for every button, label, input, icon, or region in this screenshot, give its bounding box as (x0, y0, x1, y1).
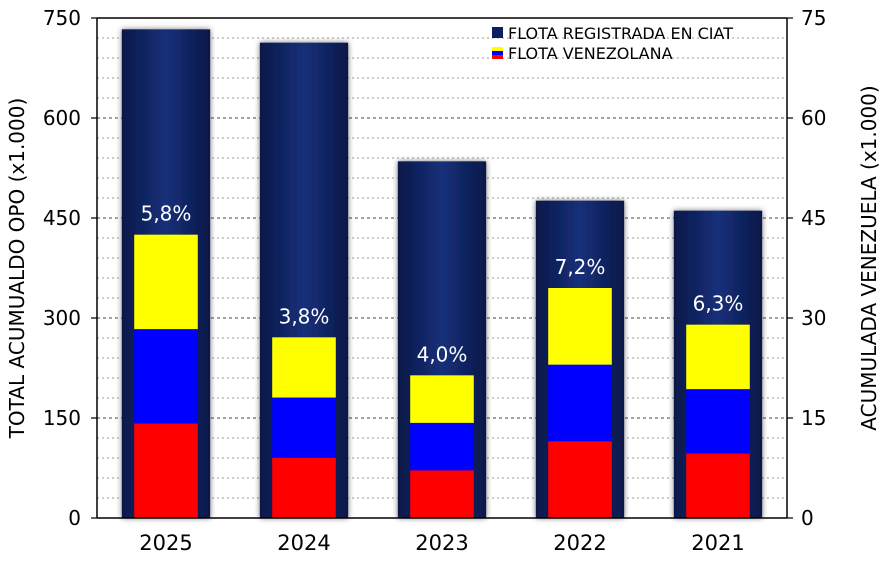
pct-label-2021: 6,3% (693, 292, 744, 316)
bar-venezuela-red-2025 (134, 423, 198, 518)
right-tick-label: 15 (801, 406, 826, 430)
bar-venezuela-yellow-2022 (548, 288, 612, 366)
right-tick-label: 0 (801, 506, 814, 530)
pct-label-2024: 3,8% (279, 304, 330, 328)
bar-venezuela-yellow-2025 (134, 234, 198, 330)
left-tick-label: 150 (43, 406, 81, 430)
left-tick-label: 750 (43, 6, 81, 30)
bar-venezuela-yellow-2021 (686, 324, 750, 390)
bar-venezuela-yellow-2023 (410, 375, 474, 424)
bars (121, 29, 763, 519)
category-label-2024: 2024 (277, 531, 330, 555)
percentage-labels: 5,8% 3,8% 4,0% 7,2% 6,3% (141, 202, 744, 367)
right-tick-label: 60 (801, 106, 826, 130)
legend-venezuela-label: FLOTA VENEZOLANA (508, 44, 673, 63)
left-tick-label: 450 (43, 206, 81, 230)
bar-venezuela-red-2021 (686, 453, 750, 518)
left-axis-ticks: 0 150 300 450 600 750 (43, 6, 97, 530)
pct-label-2023: 4,0% (417, 342, 468, 366)
left-tick-label: 0 (68, 506, 81, 530)
left-tick-label: 600 (43, 106, 81, 130)
bar-venezuela-blue-2021 (686, 389, 750, 455)
category-label-2022: 2022 (553, 531, 606, 555)
bar-venezuela-yellow-2024 (272, 337, 336, 399)
bar-venezuela-blue-2024 (272, 397, 336, 459)
bar-venezuela-red-2022 (548, 441, 612, 518)
bar-venezuela-red-2023 (410, 470, 474, 518)
category-label-2025: 2025 (139, 531, 192, 555)
pct-label-2022: 7,2% (555, 255, 606, 279)
legend-ciat-swatch (492, 27, 503, 38)
axes (96, 17, 788, 519)
bar-venezuela-blue-2022 (548, 364, 612, 442)
right-tick-label: 75 (801, 6, 826, 30)
legend: FLOTA REGISTRADA EN CIAT FLOTA VENEZOLAN… (492, 24, 733, 63)
bar-venezuela-blue-2025 (134, 329, 198, 425)
right-tick-label: 45 (801, 206, 826, 230)
category-label-2021: 2021 (691, 531, 744, 555)
bar-venezuela-red-2024 (272, 457, 336, 518)
legend-ciat-label: FLOTA REGISTRADA EN CIAT (508, 24, 733, 43)
category-labels: 2025 2024 2023 2022 2021 (139, 531, 744, 555)
right-axis-label: ACUMULADA VENEZUELA (x1.000) (857, 85, 881, 430)
bar-venezuela-blue-2023 (410, 422, 474, 471)
right-tick-label: 30 (801, 306, 826, 330)
category-label-2023: 2023 (415, 531, 468, 555)
legend-venezuela-swatch (492, 47, 503, 59)
left-axis-label: TOTAL ACUMUALDO OPO (x1.000) (5, 98, 29, 440)
pct-label-2025: 5,8% (141, 202, 192, 226)
left-tick-label: 300 (43, 306, 81, 330)
right-axis-ticks: 0 15 30 45 60 75 (787, 6, 826, 530)
